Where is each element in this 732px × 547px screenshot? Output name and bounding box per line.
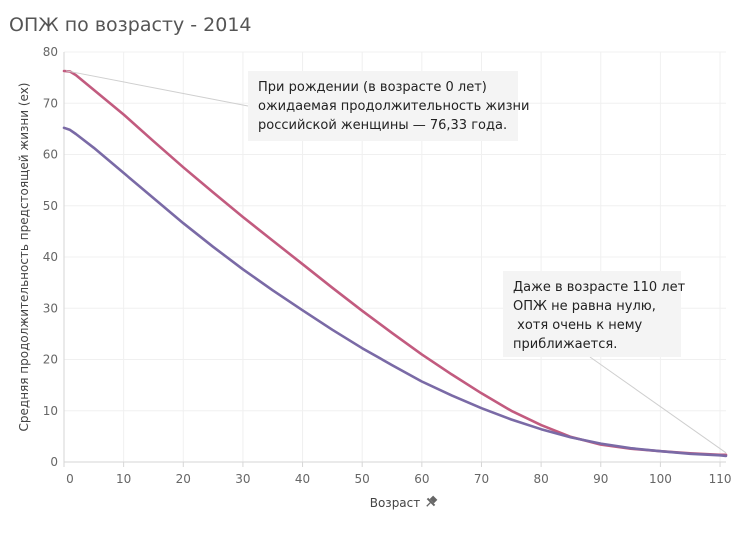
age110-annotation-leader [589, 356, 727, 454]
pin-icon-part [426, 497, 436, 507]
chart-title: ОПЖ по возрасту - 2014 [9, 14, 252, 36]
y-tick-label: 10 [43, 404, 58, 418]
age110-annotation-line-1: Даже в возрасте 110 лет [513, 280, 686, 295]
x-tick-label: 10 [116, 472, 131, 486]
age110-annotation-line-3: хотя очень к нему [513, 318, 643, 333]
pin-icon [426, 495, 438, 507]
x-tick-label: 30 [235, 472, 250, 486]
birth-annotation-line-3: российской женщины — 76,33 года. [258, 118, 508, 133]
x-tick-label: 40 [295, 472, 310, 486]
y-tick-label: 0 [50, 455, 58, 469]
x-tick-label: 20 [176, 472, 191, 486]
birth-annotation-line-2: ожидаемая продолжительность жизни [258, 99, 530, 114]
x-tick-label: 110 [709, 472, 732, 486]
y-tick-label: 50 [43, 199, 58, 213]
y-tick-label: 20 [43, 353, 58, 367]
y-tick-label: 30 [43, 301, 58, 315]
birth-annotation-line-1: При рождении (в возрасте 0 лет) [258, 80, 487, 95]
age110-annotation-line-2: ОПЖ не равна нулю, [513, 299, 656, 314]
x-tick-label: 100 [649, 472, 672, 486]
birth-annotation-leader [65, 70, 249, 107]
y-tick-label: 60 [43, 148, 58, 162]
series-line-male [62, 126, 728, 458]
y-tick-label: 80 [43, 45, 58, 59]
age110-annotation-box: Даже в возрасте 110 лет ОПЖ не равна нул… [503, 271, 686, 357]
x-axis-label: Возраст [370, 496, 421, 510]
y-axis-label: Средняя продолжительность предстоящей жи… [17, 83, 31, 432]
pin-icon-part [429, 495, 438, 504]
y-tick-label: 70 [43, 96, 58, 110]
x-tick-label: 0 [66, 472, 74, 486]
x-tick-label: 80 [533, 472, 548, 486]
x-tick-label: 90 [593, 472, 608, 486]
y-tick-label: 40 [43, 250, 58, 264]
x-tick-label: 60 [414, 472, 429, 486]
birth-annotation-box: При рождении (в возрасте 0 лет) ожидаема… [248, 71, 530, 141]
pin-icon-part [426, 502, 431, 507]
x-tick-label: 70 [474, 472, 489, 486]
age110-annotation-line-4: приближается. [513, 337, 618, 352]
x-tick-label: 50 [355, 472, 370, 486]
